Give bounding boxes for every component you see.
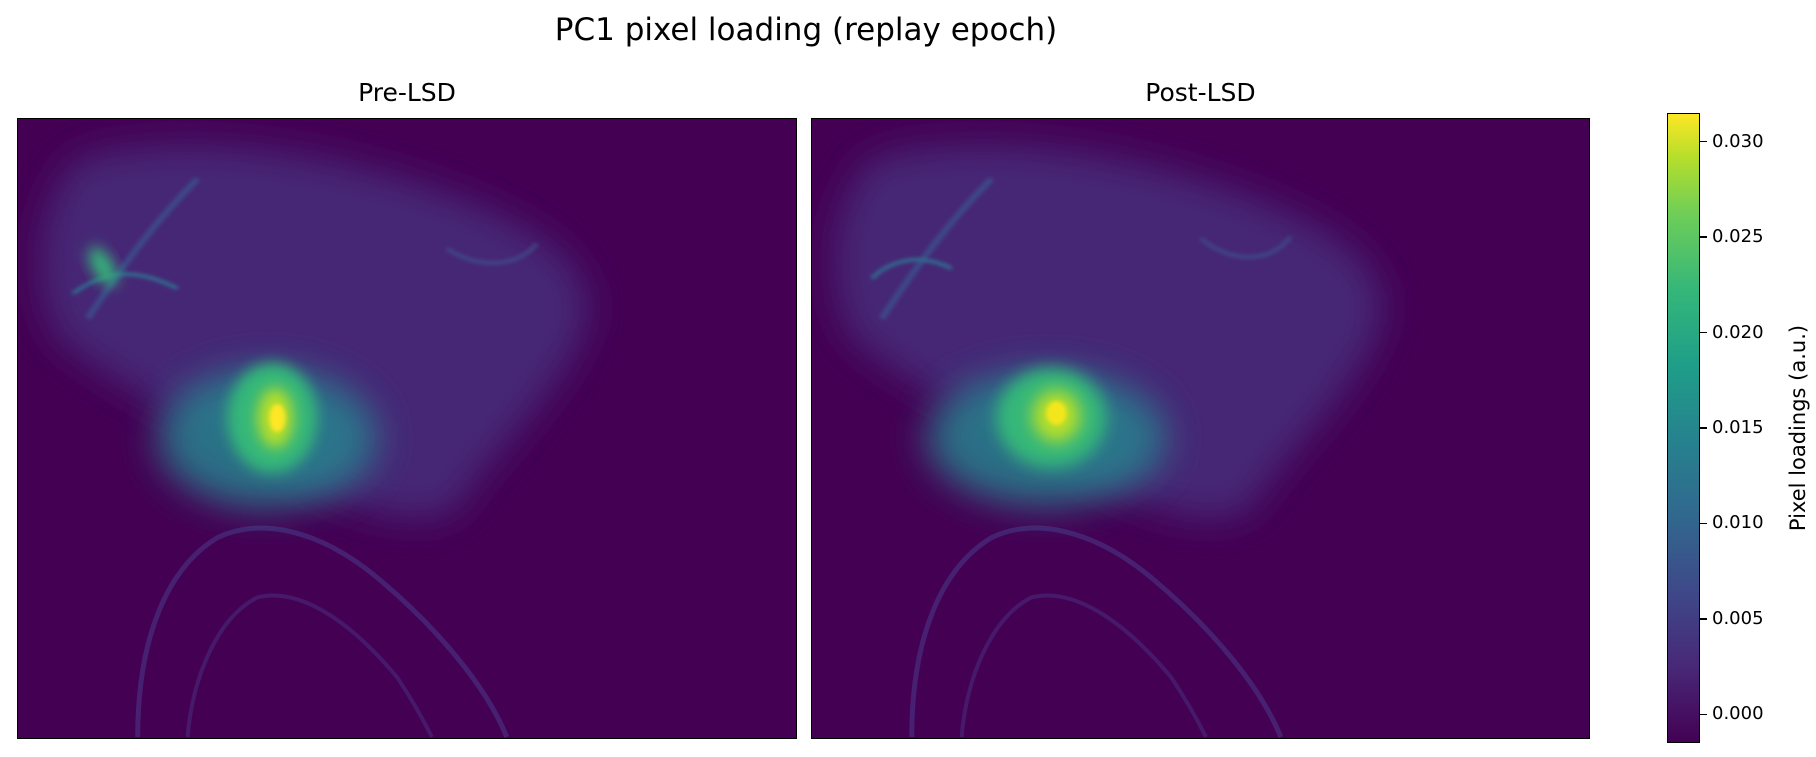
colorbar-tick-mark xyxy=(1700,140,1707,143)
colorbar-tick-label: 0.000 xyxy=(1712,703,1764,725)
snout-streak-2 xyxy=(870,257,953,280)
colorbar-tick-label: 0.025 xyxy=(1712,226,1764,248)
colorbar-tick-label: 0.020 xyxy=(1712,321,1764,343)
colorbar-label: Pixel loadings (a.u.) xyxy=(1786,324,1810,532)
face-region xyxy=(834,145,1382,519)
heatmap-pre-lsd xyxy=(18,119,796,738)
whisker-highlight xyxy=(88,246,117,287)
colorbar-tick-mark xyxy=(1700,618,1707,620)
shoulder-arc xyxy=(135,525,510,738)
eye-contour xyxy=(1199,235,1293,259)
throat-peak-core xyxy=(1046,401,1067,426)
figure-title: PC1 pixel loading (replay epoch) xyxy=(554,12,1058,48)
snout-streak-2 xyxy=(71,272,179,296)
colorbar-tick-mark xyxy=(1700,522,1707,525)
shoulder-arc-inner xyxy=(185,593,434,738)
heatmap-panel-post-lsd xyxy=(811,118,1590,739)
panel-title-post-lsd: Post-LSD xyxy=(1145,78,1256,107)
colorbar-tick-mark xyxy=(1700,236,1707,238)
colorbar-tick-label: 0.030 xyxy=(1712,130,1764,152)
snout-streak xyxy=(879,176,994,321)
snout-streak xyxy=(85,176,200,321)
shoulder-arc-inner xyxy=(959,593,1208,738)
panel-title-pre-lsd: Pre-LSD xyxy=(358,78,456,107)
colorbar-tick-mark xyxy=(1700,427,1707,429)
colorbar-tick-mark xyxy=(1700,713,1707,716)
colorbar-tick-label: 0.010 xyxy=(1712,512,1764,534)
eye-contour xyxy=(445,242,539,265)
heatmap-panel-pre-lsd xyxy=(17,118,797,739)
colorbar-tick-label: 0.005 xyxy=(1712,607,1764,629)
face-region xyxy=(40,145,588,519)
heatmap-post-lsd xyxy=(812,119,1589,738)
shoulder-arc xyxy=(909,525,1284,738)
colorbar-tick-label: 0.015 xyxy=(1712,417,1764,438)
colorbar-tick-mark xyxy=(1700,331,1707,334)
throat-peak-core xyxy=(269,404,286,432)
colorbar xyxy=(1667,113,1700,743)
